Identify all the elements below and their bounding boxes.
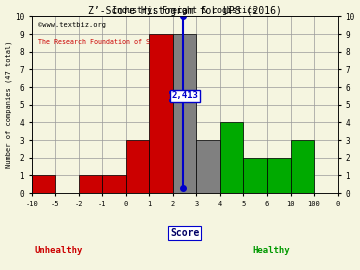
- Bar: [220, 122, 243, 193]
- Bar: [149, 34, 173, 193]
- Text: Unhealthy: Unhealthy: [35, 246, 83, 255]
- Bar: [267, 158, 291, 193]
- Bar: [126, 140, 149, 193]
- Bar: [32, 176, 55, 193]
- Text: 2,413: 2,413: [171, 91, 198, 100]
- Text: Healthy: Healthy: [252, 246, 289, 255]
- Text: The Research Foundation of SUNY: The Research Foundation of SUNY: [38, 39, 162, 45]
- Title: Z’-Score Histogram for UPS (2016): Z’-Score Histogram for UPS (2016): [88, 6, 282, 16]
- Bar: [197, 140, 220, 193]
- Bar: [173, 34, 197, 193]
- Bar: [291, 140, 314, 193]
- Text: Industry: Freight & Logistics: Industry: Freight & Logistics: [112, 6, 257, 15]
- Bar: [102, 176, 126, 193]
- Text: ©www.textbiz.org: ©www.textbiz.org: [38, 22, 106, 28]
- Text: Score: Score: [170, 228, 199, 238]
- Bar: [243, 158, 267, 193]
- Bar: [79, 176, 102, 193]
- Y-axis label: Number of companies (47 total): Number of companies (47 total): [5, 41, 12, 168]
